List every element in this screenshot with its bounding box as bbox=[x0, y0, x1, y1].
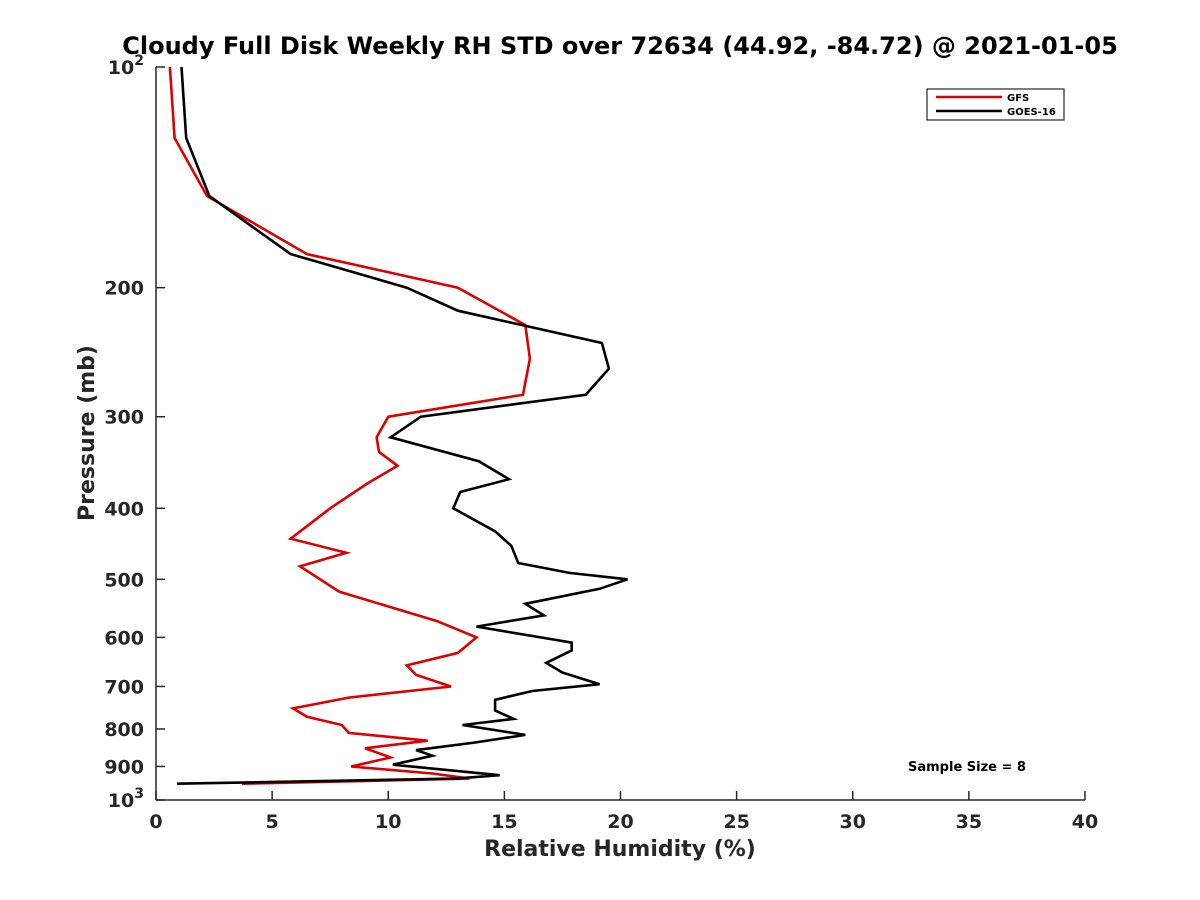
series-lines bbox=[168, 66, 628, 785]
legend-box bbox=[926, 88, 1065, 121]
series-line-goes-16 bbox=[176, 66, 628, 785]
x-axis-label: Relative Humidity (%) bbox=[484, 837, 756, 862]
y-axis-label: Pressure (mb) bbox=[75, 345, 100, 521]
y-tick-label: 600 bbox=[104, 627, 144, 649]
y-axis-ticks: 102 200 300 400 500 600 700 800 900 103 bbox=[104, 53, 165, 812]
x-tick-label: 10 bbox=[375, 811, 401, 833]
x-tick-label: 40 bbox=[1072, 811, 1098, 833]
x-tick-label: 30 bbox=[840, 811, 866, 833]
y-tick-label: 103 bbox=[108, 786, 144, 812]
legend-label-goes-16: GOES-16 bbox=[1007, 107, 1056, 118]
x-axis-ticks: 0 5 10 15 20 25 30 35 40 bbox=[149, 791, 1098, 833]
sample-size-annotation: Sample Size = 8 bbox=[908, 760, 1026, 775]
x-tick-label: 20 bbox=[607, 811, 633, 833]
x-tick-label: 5 bbox=[266, 811, 279, 833]
legend: GFS GOES-16 bbox=[926, 88, 1065, 121]
y-tick-label: 700 bbox=[104, 676, 144, 698]
legend-label-gfs: GFS bbox=[1007, 93, 1029, 104]
x-tick-label: 0 bbox=[149, 811, 162, 833]
x-tick-label: 15 bbox=[491, 811, 517, 833]
y-tick-label: 800 bbox=[104, 719, 144, 741]
y-tick-label: 900 bbox=[104, 756, 144, 778]
series-line-gfs bbox=[168, 66, 532, 785]
y-tick-label: 200 bbox=[104, 278, 144, 300]
chart-title: Cloudy Full Disk Weekly RH STD over 7263… bbox=[122, 32, 1118, 60]
y-tick-label: 300 bbox=[104, 407, 144, 429]
y-tick-label: 500 bbox=[104, 569, 144, 591]
x-tick-label: 35 bbox=[956, 811, 982, 833]
y-tick-label: 400 bbox=[104, 498, 144, 520]
x-tick-label: 25 bbox=[723, 811, 749, 833]
y-tick-label: 102 bbox=[108, 53, 144, 79]
